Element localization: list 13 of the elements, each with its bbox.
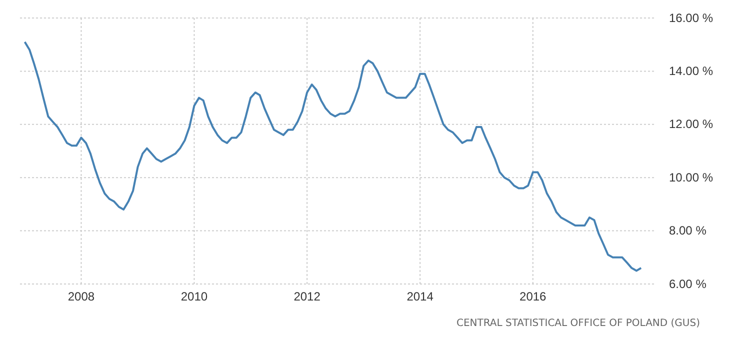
x-tick-label: 2010 — [180, 290, 208, 304]
x-tick-label: 2014 — [406, 290, 434, 304]
y-tick-label: 12.00 % — [669, 117, 714, 132]
x-tick-label: 2008 — [68, 290, 95, 304]
text: CENTRAL STATISTICAL OFFICE OF POLAND (GUS) — [456, 318, 700, 329]
y-tick-label: 14.00 % — [669, 64, 714, 78]
x-tick-label: 2016 — [520, 290, 547, 304]
line-series — [24, 40, 642, 272]
y-tick-label: 16.00 % — [669, 10, 714, 25]
x-tick-label: 2012 — [294, 290, 321, 304]
y-tick-label: 6.00 % — [669, 276, 707, 291]
y-tick-label: 8.00 % — [669, 224, 707, 238]
y-tick-label: 10.00 % — [669, 170, 714, 184]
